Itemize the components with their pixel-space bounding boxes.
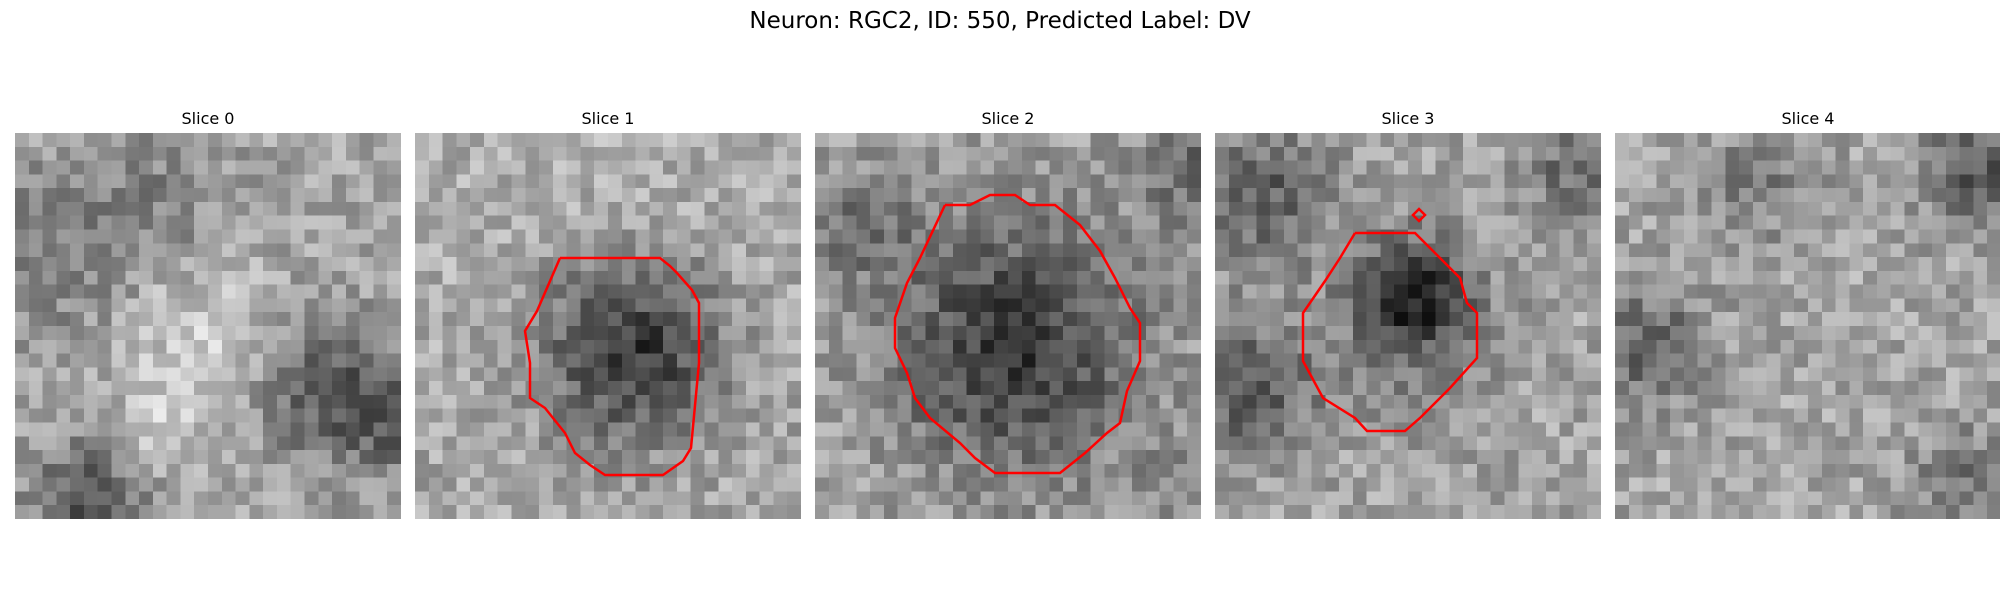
slice-title: Slice 1 [581, 109, 635, 128]
slice-image-canvas [815, 133, 1201, 519]
slice-title: Slice 3 [1381, 109, 1435, 128]
slice-panel-4: Slice 4 [1615, 105, 2000, 519]
figure-title: Neuron: RGC2, ID: 550, Predicted Label: … [749, 8, 1251, 34]
slice-panel-0: Slice 0 [15, 105, 401, 519]
segmentation-contour [1301, 207, 1479, 433]
slice-image-canvas [1615, 133, 2000, 519]
slice-image [1215, 133, 1601, 519]
slice-image-canvas [1215, 133, 1601, 519]
slice-image-canvas [15, 133, 401, 519]
segmentation-contour [893, 193, 1142, 475]
slice-title: Slice 2 [981, 109, 1035, 128]
slice-title: Slice 0 [181, 109, 235, 128]
slice-image-canvas [415, 133, 801, 519]
slice-panel-1: Slice 1 [415, 105, 801, 519]
slice-image [1615, 133, 2000, 519]
slice-panel-3: Slice 3 [1215, 105, 1601, 519]
segmentation-contour [523, 256, 701, 477]
slice-image [815, 133, 1201, 519]
slice-image [15, 133, 401, 519]
slice-title: Slice 4 [1781, 109, 1835, 128]
slice-panel-2: Slice 2 [815, 105, 1201, 519]
slice-image [415, 133, 801, 519]
